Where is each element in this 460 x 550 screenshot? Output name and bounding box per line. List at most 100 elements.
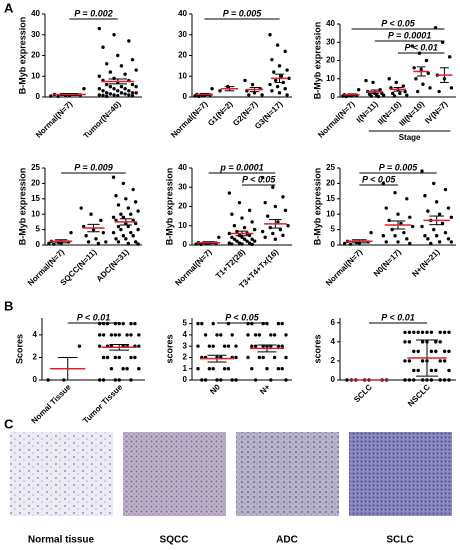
data-point (438, 340, 442, 344)
data-point (376, 94, 381, 99)
data-point (101, 333, 106, 337)
y-tick-label: 10 (178, 71, 187, 80)
data-point (222, 344, 227, 348)
y-tick-label: 5 (36, 225, 41, 234)
data-point (260, 229, 265, 234)
data-point (137, 333, 141, 337)
x-tick-label: Normal(N=7) (169, 99, 209, 139)
y-axis-label: B-Myb expression (164, 168, 174, 246)
data-point (426, 71, 430, 75)
micrograph (10, 432, 113, 516)
data-point (394, 80, 398, 85)
data-point (345, 378, 349, 382)
data-point (119, 212, 123, 216)
data-point (101, 355, 106, 360)
y-tick-label: 15 (326, 194, 335, 203)
data-point (247, 93, 251, 97)
data-point (390, 227, 394, 232)
data-point (415, 89, 420, 94)
data-point (247, 241, 252, 245)
data-point (133, 321, 137, 326)
data-point (261, 321, 265, 326)
data-point (136, 242, 140, 246)
y-tick-label: 30 (178, 182, 187, 191)
x-tick-label: SCLC (352, 382, 374, 404)
x-tick-label: IV(N=7) (423, 99, 449, 125)
data-point (97, 26, 102, 31)
y-tick-label: 4 (183, 330, 188, 339)
y-tick-label: 25 (326, 163, 335, 172)
data-point (52, 242, 56, 246)
data-point (405, 93, 409, 97)
data-point (117, 378, 121, 382)
data-point (134, 91, 138, 95)
data-point (278, 227, 283, 232)
data-point (242, 237, 247, 241)
data-point (392, 94, 397, 98)
data-point (449, 240, 454, 244)
data-point (113, 355, 118, 360)
data-point (240, 216, 244, 220)
data-point (131, 234, 135, 238)
data-point (269, 333, 273, 337)
x-tick-label: Normal(N=7) (316, 99, 356, 139)
x-tick-label: Normal(N=7) (324, 247, 364, 287)
data-point (283, 49, 287, 54)
significance-label: P = 0.005 (223, 8, 262, 18)
data-point (126, 206, 130, 210)
data-point (285, 93, 289, 97)
data-point (104, 91, 109, 95)
data-point (443, 187, 448, 192)
data-point (432, 181, 436, 186)
y-tick-label: 0 (183, 92, 188, 101)
data-point (243, 78, 247, 83)
data-point (281, 233, 285, 238)
data-point (137, 344, 141, 348)
data-point (284, 333, 288, 337)
data-point (407, 340, 412, 344)
data-point (211, 344, 215, 348)
y-axis-label: B-Myb expression (17, 168, 27, 246)
x-tick-label: NSCLC (406, 382, 432, 408)
data-point (129, 230, 133, 235)
data-point (112, 87, 116, 91)
y-tick-label: 0 (183, 240, 188, 249)
significance-label: P < 0.05 (381, 18, 415, 28)
data-point (285, 68, 289, 72)
panel-letter: B (4, 298, 13, 313)
data-point (117, 321, 121, 326)
data-point (136, 209, 140, 213)
data-point (116, 89, 120, 93)
data-point (412, 66, 416, 70)
data-point (207, 367, 212, 371)
data-point (104, 82, 109, 87)
data-point (449, 215, 454, 219)
data-point (412, 368, 416, 373)
data-point (86, 240, 91, 244)
y-tick-label: 2 (183, 353, 188, 362)
y-axis-label: scores (164, 334, 174, 363)
data-point (403, 330, 407, 335)
data-point (101, 93, 105, 98)
data-point (104, 62, 109, 66)
data-point (101, 89, 105, 93)
data-point (442, 378, 447, 382)
data-point (429, 330, 434, 335)
data-point (410, 224, 415, 229)
data-point (421, 82, 425, 86)
data-point (117, 333, 121, 337)
data-point (133, 200, 138, 204)
data-point (272, 355, 277, 360)
data-point (437, 212, 442, 216)
y-tick-label: 3 (183, 341, 188, 350)
data-point (105, 321, 110, 326)
data-point (234, 355, 238, 360)
y-axis-label: B-Myb expression (17, 17, 27, 95)
y-tick-label: 0 (33, 375, 38, 384)
y-tick-label: 2 (33, 353, 38, 362)
data-point (432, 227, 436, 232)
data-point (250, 344, 254, 348)
significance-label: P < 0.01 (381, 312, 414, 322)
data-point (393, 190, 397, 195)
data-point (250, 220, 254, 224)
